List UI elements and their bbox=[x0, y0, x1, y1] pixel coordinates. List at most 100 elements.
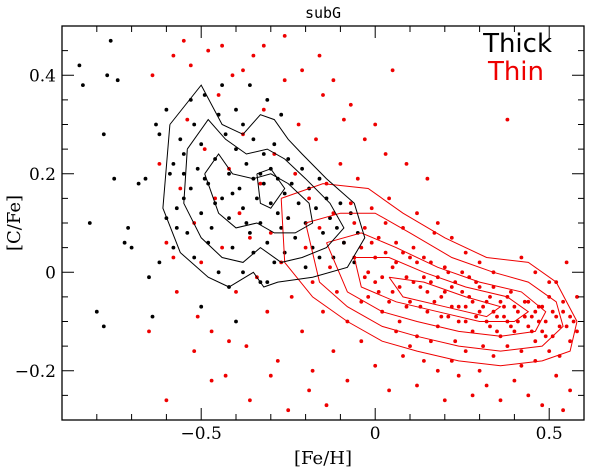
point-thin-242 bbox=[261, 43, 266, 48]
point-thin-224 bbox=[383, 152, 388, 156]
point-thin-12 bbox=[206, 48, 211, 53]
point-thick-95 bbox=[265, 98, 270, 102]
point-thin-160 bbox=[526, 299, 531, 304]
point-thin-159 bbox=[522, 314, 527, 319]
point-thin-5 bbox=[181, 38, 186, 43]
point-thin-38 bbox=[296, 122, 301, 127]
point-thin-131 bbox=[422, 275, 426, 280]
point-thick-15 bbox=[157, 132, 162, 137]
point-thin-36 bbox=[289, 295, 294, 299]
point-thick-100 bbox=[265, 280, 270, 284]
point-thin-79 bbox=[439, 295, 444, 299]
point-thin-74 bbox=[422, 255, 426, 260]
x-tick-label: −0.5 bbox=[181, 424, 222, 444]
point-thin-239 bbox=[575, 295, 579, 299]
point-thin-114 bbox=[561, 309, 565, 314]
point-thick-22 bbox=[181, 152, 186, 156]
point-thin-241 bbox=[241, 68, 245, 73]
point-thick-108 bbox=[244, 221, 249, 225]
point-thin-76 bbox=[429, 280, 433, 284]
point-thick-49 bbox=[261, 152, 266, 156]
point-thin-202 bbox=[484, 383, 489, 388]
point-thin-13 bbox=[209, 329, 214, 334]
point-thin-84 bbox=[456, 304, 461, 309]
point-thin-200 bbox=[456, 373, 461, 378]
point-thick-76 bbox=[342, 240, 346, 245]
point-thick-89 bbox=[272, 260, 277, 265]
point-thin-21 bbox=[237, 211, 242, 216]
point-thin-100 bbox=[512, 329, 517, 334]
point-thick-11 bbox=[129, 245, 134, 250]
data-layer bbox=[77, 34, 579, 413]
point-thin-169 bbox=[568, 314, 572, 319]
point-thin-187 bbox=[519, 363, 524, 368]
point-thin-39 bbox=[300, 329, 304, 334]
point-thick-64 bbox=[300, 166, 304, 171]
point-thick-99 bbox=[101, 324, 106, 329]
point-thin-80 bbox=[442, 265, 447, 270]
point-thin-57 bbox=[362, 226, 367, 230]
point-thin-165 bbox=[543, 334, 548, 339]
point-thin-134 bbox=[432, 299, 437, 304]
point-thin-59 bbox=[369, 206, 374, 211]
y-tick-label: 0.4 bbox=[29, 66, 56, 86]
point-thick-31 bbox=[209, 226, 214, 230]
contours-thick bbox=[162, 84, 366, 288]
point-thin-211 bbox=[209, 378, 214, 383]
point-thin-99 bbox=[509, 290, 513, 294]
point-thin-225 bbox=[404, 162, 409, 166]
point-thick-43 bbox=[244, 162, 249, 166]
point-thin-177 bbox=[408, 255, 412, 260]
point-thin-237 bbox=[547, 280, 552, 284]
point-thick-42 bbox=[241, 206, 245, 211]
point-thin-137 bbox=[442, 290, 447, 294]
point-thick-44 bbox=[248, 231, 252, 235]
point-thick-0 bbox=[77, 63, 82, 68]
point-thick-35 bbox=[223, 132, 228, 137]
point-thick-85 bbox=[147, 275, 151, 280]
point-thin-209 bbox=[561, 408, 565, 413]
point-thick-2 bbox=[87, 221, 92, 225]
contour-thick-1 bbox=[183, 118, 345, 263]
point-thin-40 bbox=[303, 245, 308, 250]
point-thick-91 bbox=[174, 226, 179, 230]
point-thick-8 bbox=[115, 78, 120, 83]
point-thick-3 bbox=[94, 309, 99, 314]
point-thin-170 bbox=[352, 221, 357, 225]
point-thick-26 bbox=[195, 166, 200, 171]
point-thick-55 bbox=[275, 211, 280, 216]
point-thick-16 bbox=[164, 107, 169, 112]
point-thin-194 bbox=[373, 363, 378, 368]
point-thick-105 bbox=[181, 171, 186, 176]
point-thin-201 bbox=[470, 393, 475, 398]
point-thin-207 bbox=[554, 373, 559, 378]
point-thin-146 bbox=[474, 314, 478, 319]
point-thin-106 bbox=[533, 339, 538, 344]
point-thin-37 bbox=[293, 171, 298, 176]
x-axis-label: [Fe/H] bbox=[294, 448, 352, 469]
point-thin-53 bbox=[348, 201, 353, 206]
point-thin-148 bbox=[481, 304, 485, 309]
point-thin-203 bbox=[498, 398, 503, 403]
point-thin-223 bbox=[362, 137, 367, 142]
point-thick-87 bbox=[241, 270, 245, 275]
point-thin-167 bbox=[557, 324, 562, 329]
point-thick-60 bbox=[286, 216, 291, 221]
point-thick-62 bbox=[293, 235, 298, 240]
point-thin-183 bbox=[463, 349, 468, 353]
point-thin-214 bbox=[268, 373, 273, 378]
point-thick-25 bbox=[192, 122, 197, 127]
point-thin-238 bbox=[564, 260, 569, 265]
point-thick-24 bbox=[188, 186, 193, 191]
point-thick-19 bbox=[174, 206, 179, 211]
point-thin-6 bbox=[185, 117, 190, 122]
point-thin-112 bbox=[554, 314, 559, 319]
point-thick-4 bbox=[101, 132, 106, 137]
axis-ticks: −0.5 0 0.5 −0.2 0 0.2 0.4 bbox=[15, 25, 585, 444]
point-thin-43 bbox=[314, 137, 318, 142]
legend-thin: Thin bbox=[487, 57, 544, 87]
point-thick-27 bbox=[199, 211, 204, 216]
point-thin-55 bbox=[355, 176, 360, 181]
point-thin-7 bbox=[188, 63, 193, 68]
